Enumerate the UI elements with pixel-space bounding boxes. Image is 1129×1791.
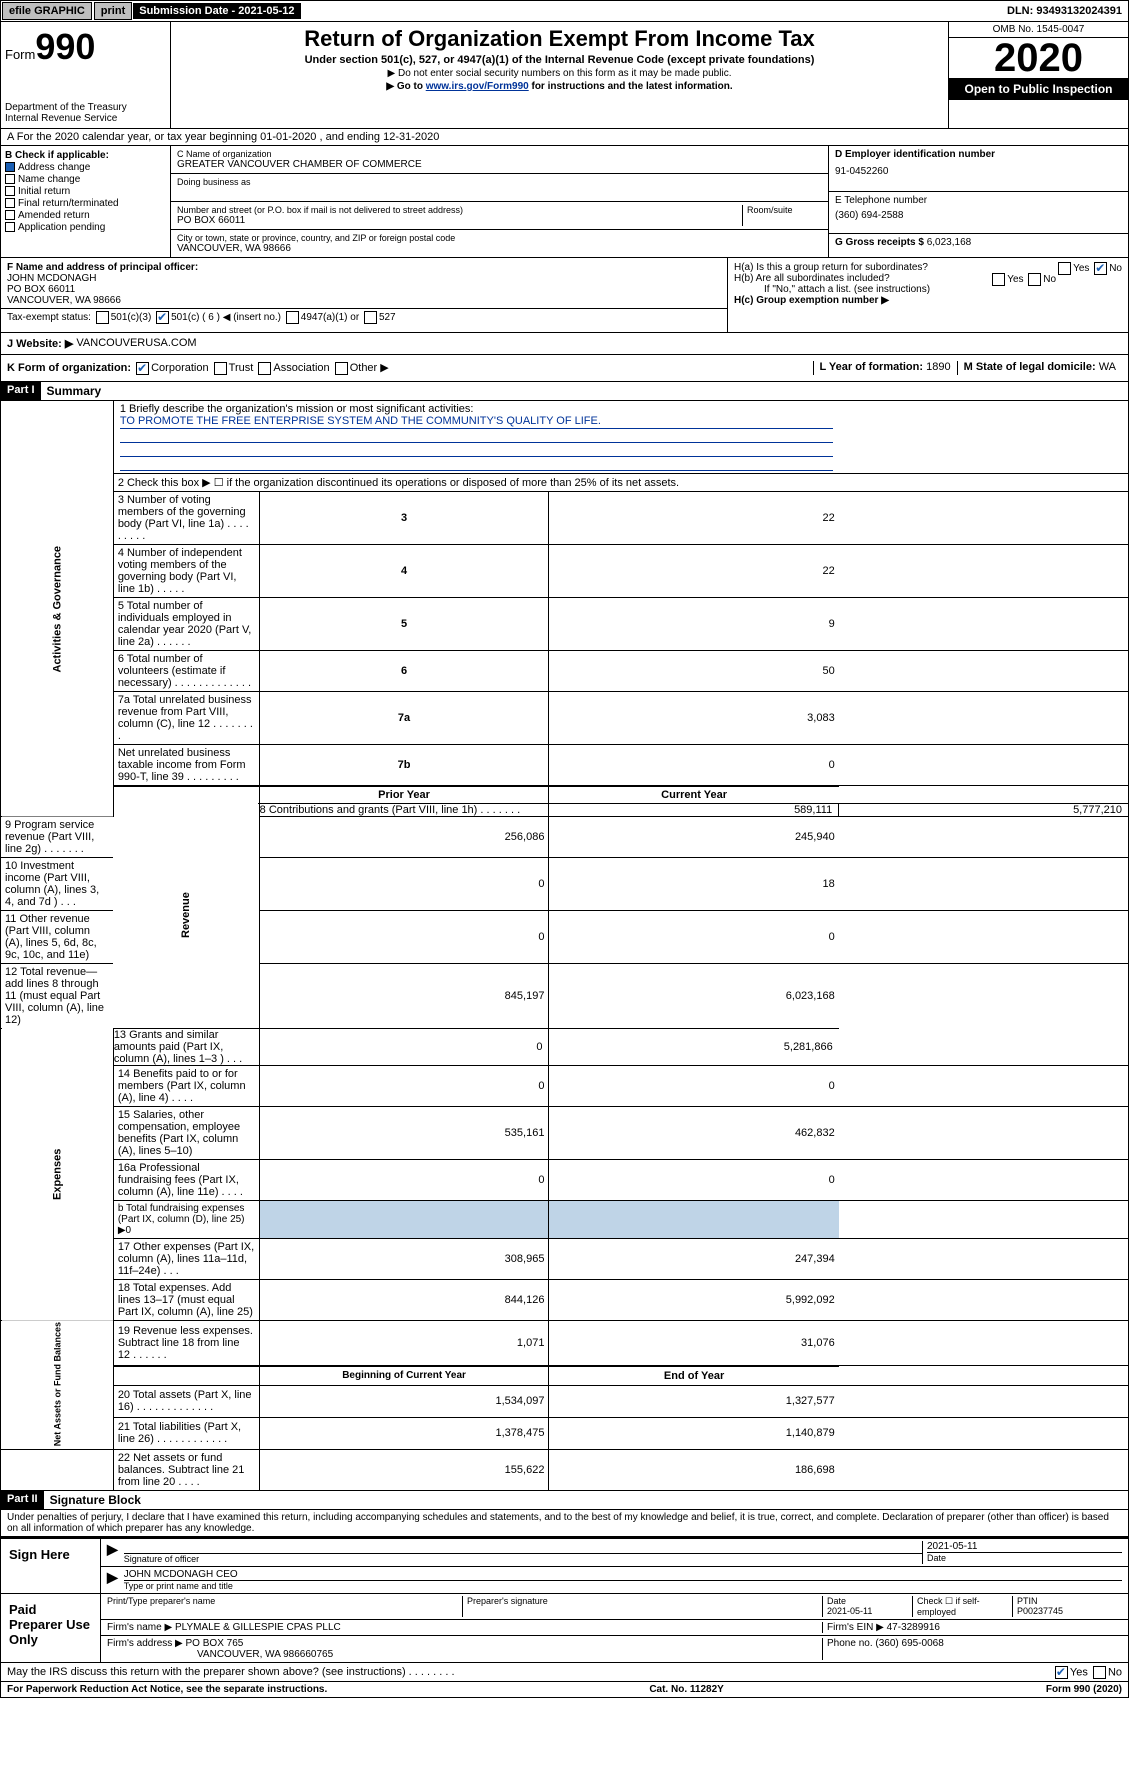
org-city: VANCOUVER, WA 98666 [177,243,822,254]
summary-table: Activities & Governance 1 Briefly descri… [0,401,1129,1491]
paid-preparer-label: Paid Preparer Use Only [1,1594,101,1662]
subtitle-1: Under section 501(c), 527, or 4947(a)(1)… [175,54,944,66]
org-name: GREATER VANCOUVER CHAMBER OF COMMERCE [177,159,822,170]
chk-4947[interactable] [286,311,299,324]
form-word: Form [5,47,35,62]
form-number: 990 [35,26,95,67]
chk-other[interactable] [335,362,348,375]
chk-application[interactable]: Application pending [5,222,166,233]
mission-text: TO PROMOTE THE FREE ENTERPRISE SYSTEM AN… [120,415,833,429]
signature-block: Sign Here ▶ Signature of officer 2021-05… [0,1537,1129,1663]
val-l6: 50 [549,650,839,691]
form-title: Return of Organization Exempt From Incom… [175,26,944,52]
open-inspection: Open to Public Inspection [949,78,1128,100]
firm-phone: (360) 695-0068 [875,1638,943,1649]
part1-header: Part I [1,382,41,400]
chk-address[interactable]: Address change [5,162,166,173]
val-l8c: 5,777,210 [839,803,1129,816]
dept-label: Department of the Treasury Internal Reve… [5,98,166,124]
top-toolbar: efile GRAPHIC print Submission Date - 20… [0,0,1129,22]
state-domicile: WA [1099,361,1116,373]
chk-corp[interactable] [136,362,149,375]
chk-discuss-no[interactable] [1093,1666,1106,1679]
val-l4: 22 [549,544,839,597]
chk-527[interactable] [364,311,377,324]
chk-trust[interactable] [214,362,227,375]
section-net: Net Assets or Fund Balances [1,1320,114,1449]
org-address: PO BOX 66011 [177,215,742,226]
tax-year: 2020 [949,38,1128,78]
firm-ein: 47-3289916 [887,1622,940,1633]
entity-block: B Check if applicable: Address change Na… [0,146,1129,258]
row-j-website: J Website: ▶ VANCOUVERUSA.COM [0,333,1129,355]
irs-link[interactable]: www.irs.gov/Form990 [426,81,529,92]
print-button[interactable]: print [94,2,132,20]
submission-date: Submission Date - 2021-05-12 [133,3,300,19]
website: VANCOUVERUSA.COM [76,337,196,350]
chk-discuss-yes[interactable] [1055,1666,1068,1679]
col-b-checkboxes: B Check if applicable: Address change Na… [1,146,171,257]
val-l5: 9 [549,597,839,650]
section-revenue: Revenue [113,803,259,1028]
year-formation: 1890 [926,361,950,373]
chk-final[interactable]: Final return/terminated [5,198,166,209]
dln-label: DLN: 93493132024391 [1001,3,1128,19]
subtitle-3: ▶ Go to www.irs.gov/Form990 for instruct… [175,81,944,92]
chk-name[interactable]: Name change [5,174,166,185]
footer: For Paperwork Reduction Act Notice, see … [0,1682,1129,1698]
chk-501c[interactable] [156,311,169,324]
officer-name: JOHN MCDONAGH [7,273,721,284]
subtitle-2: ▶ Do not enter social security numbers o… [175,68,944,79]
chk-501c3[interactable] [96,311,109,324]
chk-initial[interactable]: Initial return [5,186,166,197]
section-expenses: Expenses [1,1028,114,1320]
row-a: A For the 2020 calendar year, or tax yea… [0,129,1129,146]
telephone: (360) 694-2588 [835,210,1122,221]
val-l7b: 0 [549,744,839,786]
sign-here-label: Sign Here [1,1539,101,1593]
val-l3: 22 [549,491,839,544]
efile-button[interactable]: efile GRAPHIC [2,2,92,20]
row-klm: K Form of organization: Corporation Trus… [0,355,1129,382]
officer-signed: JOHN MCDONAGH CEO [124,1569,1122,1580]
form-header: Form990 Department of the Treasury Inter… [0,22,1129,129]
gross-receipts: 6,023,168 [927,237,972,248]
part2-header: Part II [1,1491,44,1509]
perjury-text: Under penalties of perjury, I declare th… [0,1510,1129,1537]
firm-name: PLYMALE & GILLESPIE CPAS PLLC [175,1622,341,1633]
section-governance: Activities & Governance [1,401,114,817]
row-fh: F Name and address of principal officer:… [0,258,1129,333]
ein: 91-0452260 [835,166,1122,177]
chk-assoc[interactable] [258,362,271,375]
ptin: P00237745 [1017,1606,1063,1616]
discuss-row: May the IRS discuss this return with the… [0,1663,1129,1682]
val-l7a: 3,083 [549,691,839,744]
chk-amended[interactable]: Amended return [5,210,166,221]
